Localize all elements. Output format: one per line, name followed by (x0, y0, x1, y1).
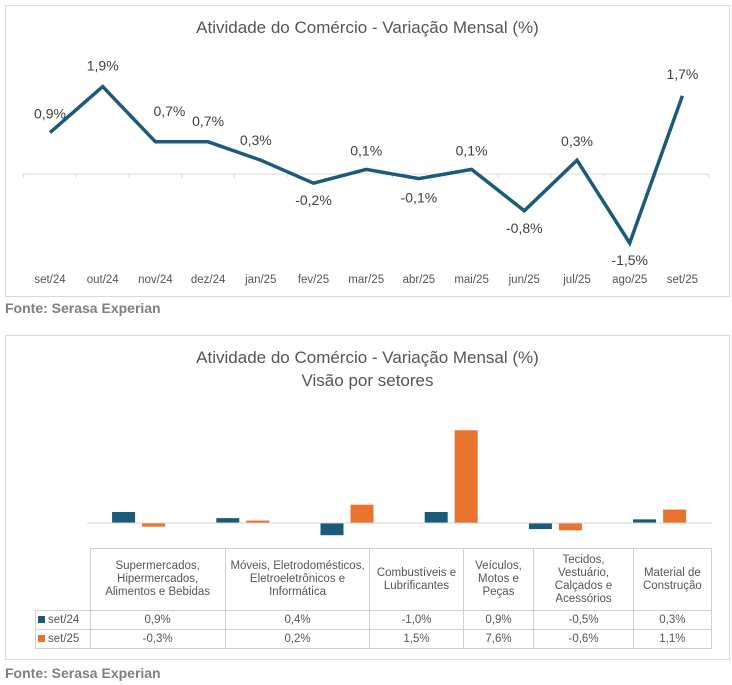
data-label: -0,8% (506, 220, 543, 236)
table-header: Combustíveis e Lubrificantes (369, 548, 464, 611)
table-header: Material de Construção (632, 548, 713, 611)
legend-swatch (38, 615, 45, 623)
line-chart: set/24 0,9% out/24 1,9% nov/24 0,7% dez/24 0,7%… (22, 58, 710, 286)
bar-data-table: Supermercados, Hipermercados, Alimentos … (35, 548, 713, 649)
table-cell: 0,9% (462, 610, 535, 630)
x-tick-label: jul/25 (562, 274, 591, 286)
bar-set25 (246, 520, 270, 523)
data-label: 0,1% (456, 142, 488, 158)
table-cell: 0,3% (632, 610, 713, 630)
data-label: 0,7% (192, 113, 224, 129)
table-cell: -0,5% (533, 610, 634, 630)
data-label: 0,1% (350, 142, 382, 158)
x-tick-label: mai/25 (454, 274, 489, 286)
table-cell: 1,5% (369, 629, 464, 649)
bar-set24 (216, 518, 240, 523)
legend-label: set/24 (48, 613, 80, 626)
bar-set24 (320, 523, 344, 536)
line-chart-source: Fonte: Serasa Experian (5, 300, 161, 316)
x-tick-label: dez/24 (191, 274, 226, 286)
table-header: Tecidos, Vestuário, Calçados e Acessório… (533, 548, 634, 611)
bar-set25 (558, 523, 582, 531)
table-corner (35, 548, 91, 611)
bar-set24 (633, 519, 657, 523)
bar-chart-title: Atividade do Comércio - Variação Mensal … (196, 348, 539, 367)
x-tick-label: jan/25 (244, 274, 276, 286)
x-tick-label: set/25 (667, 274, 698, 286)
line-chart-panel: Atividade do Comércio - Variação Mensal … (5, 5, 730, 297)
data-label: 1,7% (666, 66, 698, 82)
x-tick-label: abr/25 (403, 274, 436, 286)
data-label: 1,9% (87, 58, 119, 74)
table-header: Veículos, Motos e Peças (462, 548, 535, 611)
data-label: 0,3% (240, 132, 272, 148)
x-tick-label: fev/25 (298, 274, 329, 286)
table-cell: 0,2% (224, 629, 371, 649)
x-tick-label: out/24 (87, 274, 120, 286)
x-tick-label: ago/25 (612, 274, 647, 286)
table-cell: 7,6% (462, 629, 535, 649)
bar-set25 (350, 504, 374, 523)
x-tick-label: set/24 (34, 274, 66, 286)
data-line (48, 84, 685, 247)
bar-set25 (142, 523, 166, 527)
legend-label: set/25 (48, 632, 80, 645)
table-cell: -1,0% (369, 610, 464, 630)
table-row: set/24 0,9% 0,4% -1,0% 0,9% -0,5% 0,3% (35, 610, 713, 630)
bar-chart-subtitle: Visão por setores (301, 371, 434, 390)
bar-chart-source: Fonte: Serasa Experian (5, 665, 161, 681)
table-cell: 0,9% (89, 610, 226, 630)
bar-set24 (424, 512, 448, 523)
table-cell: -0,6% (533, 629, 634, 649)
table-cell: 0,4% (224, 610, 371, 630)
data-label: 0,3% (561, 133, 593, 149)
x-tick-label: nov/24 (138, 274, 173, 286)
data-label: 0,7% (153, 103, 185, 119)
data-label: -0,1% (401, 190, 438, 206)
data-label: -1,5% (611, 252, 648, 268)
legend-swatch (38, 634, 45, 642)
bar-set25 (454, 430, 478, 523)
bar-set24 (528, 523, 552, 530)
line-chart-title: Atividade do Comércio - Variação Mensal … (196, 18, 539, 37)
bar-set24 (112, 512, 136, 523)
legend-set25: set/25 (35, 629, 91, 649)
table-cell: 1,1% (632, 629, 713, 649)
bar-set25 (663, 509, 687, 523)
x-tick-label: mar/25 (348, 274, 384, 286)
data-label: -0,2% (295, 192, 332, 208)
table-header-row: Supermercados, Hipermercados, Alimentos … (35, 548, 713, 611)
legend-set24: set/24 (35, 610, 91, 630)
data-label: 0,9% (34, 106, 66, 122)
table-header: Supermercados, Hipermercados, Alimentos … (89, 548, 226, 611)
table-cell: -0,3% (89, 629, 226, 649)
bar-chart (87, 430, 712, 536)
x-tick-label: jun/25 (508, 274, 540, 286)
table-header: Móveis, Eletrodomésticos, Eletroeletrôni… (224, 548, 371, 611)
table-row: set/25 -0,3% 0,2% 1,5% 7,6% -0,6% 1,1% (35, 629, 713, 649)
